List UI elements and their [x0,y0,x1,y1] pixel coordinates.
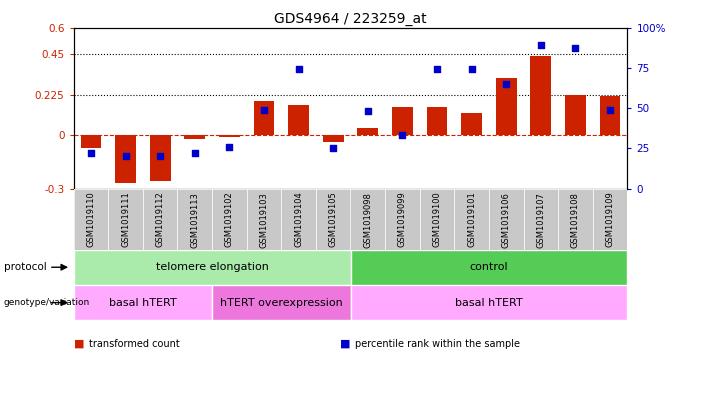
Text: GSM1019110: GSM1019110 [86,192,95,248]
Bar [212,285,350,320]
Point [86,150,97,156]
Text: GSM1019108: GSM1019108 [571,192,580,248]
Bar [420,189,454,250]
Bar [150,135,170,180]
Point [362,108,374,114]
Text: telomere elongation: telomere elongation [156,262,268,272]
Text: GSM1019111: GSM1019111 [121,192,130,248]
Bar [108,189,143,250]
Text: basal hTERT: basal hTERT [109,298,177,308]
Bar [593,189,627,250]
Bar [281,189,316,250]
Point [154,153,165,160]
Bar [322,135,343,142]
Text: GSM1019104: GSM1019104 [294,192,303,248]
Bar [316,189,350,250]
Point [224,143,235,150]
Point [120,153,131,160]
Bar [461,112,482,135]
Bar [177,189,212,250]
Bar [531,56,551,135]
Bar [454,189,489,250]
Bar [565,95,586,135]
Text: hTERT overexpression: hTERT overexpression [220,298,343,308]
Bar [385,189,420,250]
Text: GSM1019102: GSM1019102 [225,192,234,248]
Point [431,66,442,73]
Bar [74,285,212,320]
Text: GSM1019098: GSM1019098 [363,192,372,248]
Point [327,145,339,151]
Title: GDS4964 / 223259_at: GDS4964 / 223259_at [274,13,427,26]
Text: percentile rank within the sample: percentile rank within the sample [355,339,520,349]
Bar [350,285,627,320]
Text: GSM1019105: GSM1019105 [329,192,338,248]
Text: GSM1019100: GSM1019100 [433,192,442,248]
Point [466,66,477,73]
Point [501,81,512,87]
Bar [350,189,385,250]
Point [570,45,581,51]
Point [189,150,200,156]
Text: control: control [470,262,508,272]
Bar [427,107,447,135]
Bar [524,189,558,250]
Bar [599,95,620,135]
Text: basal hTERT: basal hTERT [455,298,523,308]
Bar [254,101,274,135]
Text: genotype/variation: genotype/variation [4,298,90,307]
Bar [350,250,627,285]
Bar [358,128,379,135]
Bar [496,78,517,135]
Bar [558,189,593,250]
Point [604,107,615,113]
Bar [212,189,247,250]
Bar [489,189,524,250]
Text: GSM1019112: GSM1019112 [156,192,165,248]
Bar [288,105,309,135]
Bar [219,135,240,137]
Text: GSM1019107: GSM1019107 [536,192,545,248]
Bar [392,107,413,135]
Text: GSM1019101: GSM1019101 [467,192,476,248]
Text: ■: ■ [340,339,350,349]
Point [536,42,547,48]
Text: GSM1019106: GSM1019106 [502,192,511,248]
Bar [247,189,281,250]
Point [397,132,408,139]
Text: GSM1019113: GSM1019113 [190,192,199,248]
Text: GSM1019099: GSM1019099 [398,192,407,248]
Text: transformed count: transformed count [89,339,179,349]
Point [259,107,270,113]
Text: GSM1019103: GSM1019103 [259,192,268,248]
Text: GSM1019109: GSM1019109 [606,192,615,248]
Text: protocol: protocol [4,262,46,272]
Bar [115,135,136,183]
Bar [184,135,205,138]
Bar [81,135,101,148]
Text: ■: ■ [74,339,84,349]
Bar [74,189,108,250]
Bar [74,250,351,285]
Bar [143,189,177,250]
Point [293,66,304,73]
